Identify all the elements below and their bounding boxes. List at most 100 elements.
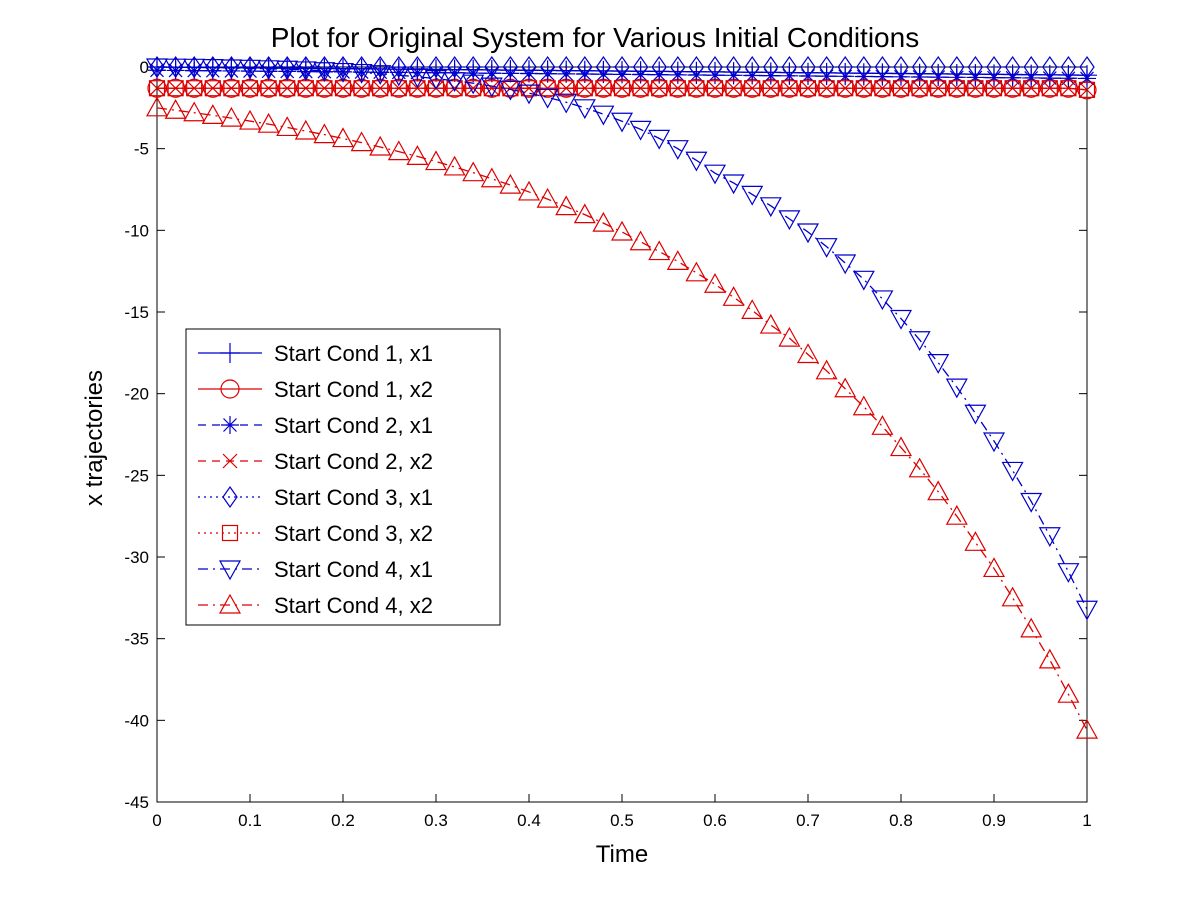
data-point: [986, 80, 1002, 96]
data-point: [558, 55, 574, 79]
data-point: [687, 66, 706, 85]
legend: Start Cond 1, x1 Start Cond 1, x2 Start Co…: [185, 328, 501, 626]
data-point: [852, 270, 875, 291]
data-point: [223, 80, 240, 97]
data-point: [428, 55, 444, 79]
x-tick-label: 0.1: [238, 811, 262, 830]
y-tick-label: -5: [134, 140, 149, 159]
data-point: [223, 80, 239, 96]
data-point: [780, 66, 799, 85]
data-point: [1023, 80, 1039, 96]
data-point: [614, 55, 630, 79]
data-point: [889, 436, 913, 457]
data-point: [183, 58, 206, 79]
data-point: [238, 109, 262, 130]
data-point: [353, 80, 370, 97]
y-tick-label: -10: [124, 221, 149, 240]
data-point: [856, 55, 872, 79]
data-point: [1020, 492, 1043, 513]
data-point: [1078, 69, 1096, 88]
legend-item: Start Cond 1, x1: [198, 341, 433, 366]
data-point: [763, 55, 779, 79]
data-point: [257, 112, 280, 133]
x-tick-label: 0.3: [424, 811, 448, 830]
legend-item: Start Cond 2, x1: [198, 413, 433, 438]
data-point: [818, 80, 835, 97]
data-point: [390, 80, 407, 97]
data-point: [350, 63, 373, 84]
data-point: [610, 220, 634, 241]
data-point: [1004, 55, 1021, 79]
data-point: [238, 59, 262, 80]
x-tick-label: 0.6: [703, 811, 727, 830]
data-point: [908, 457, 931, 478]
data-point: [145, 96, 169, 117]
data-point: [204, 80, 221, 97]
data-point: [724, 66, 743, 85]
x-tick-label: 0: [152, 811, 161, 830]
data-point: [316, 80, 332, 96]
data-point: [668, 65, 687, 84]
data-point: [778, 326, 801, 347]
data-point: [220, 59, 243, 80]
data-point: [837, 55, 853, 79]
data-point: [1060, 55, 1077, 79]
data-point: [555, 195, 578, 216]
data-point: [855, 80, 872, 97]
data-point: [706, 80, 724, 97]
data-point: [741, 299, 764, 319]
data-point: [852, 395, 875, 416]
data-point: [260, 80, 277, 97]
data-point: [279, 80, 295, 96]
data-point: [558, 80, 575, 97]
data-point: [462, 161, 485, 182]
data-point: [443, 155, 466, 176]
series-layer: [145, 55, 1099, 739]
data-point: [874, 80, 891, 97]
y-tick-label: -35: [124, 630, 149, 649]
data-point: [334, 62, 352, 81]
legend-label: Start Cond 2, x2: [274, 449, 433, 474]
data-point: [520, 80, 538, 97]
data-point: [669, 80, 686, 97]
data-point: [406, 145, 429, 165]
data-point: [818, 55, 835, 79]
data-point: [800, 80, 816, 96]
data-point: [799, 80, 817, 97]
data-point: [1079, 82, 1095, 98]
data-point: [871, 290, 894, 311]
data-point: [1040, 69, 1059, 88]
data-point: [1005, 80, 1021, 96]
data-point: [927, 480, 950, 501]
data-point: [353, 55, 370, 79]
data-point: [1057, 682, 1080, 703]
y-tick-label: -15: [124, 303, 149, 322]
series-7: [145, 58, 1099, 621]
legend-label: Start Cond 4, x1: [274, 557, 433, 582]
data-point: [164, 99, 187, 119]
data-point: [592, 211, 615, 232]
data-point: [1042, 55, 1058, 79]
data-point: [391, 55, 407, 79]
data-point: [389, 63, 408, 82]
data-point: [703, 164, 727, 185]
data-point: [703, 272, 727, 293]
data-point: [520, 64, 538, 83]
data-point: [276, 116, 299, 137]
data-point: [945, 504, 968, 525]
data-point: [316, 55, 333, 79]
data-point: [893, 55, 909, 79]
data-point: [945, 378, 968, 399]
x-tick-label: 0.5: [610, 811, 634, 830]
data-point: [761, 66, 780, 85]
data-point: [651, 55, 667, 79]
data-point: [744, 80, 761, 97]
data-point: [967, 80, 984, 97]
series-6: [148, 80, 1096, 98]
y-tick-label: -40: [124, 711, 149, 730]
legend-marker: [218, 560, 242, 581]
data-point: [1060, 80, 1077, 97]
data-point: [465, 80, 482, 97]
data-point: [911, 80, 928, 97]
series-8: [145, 96, 1099, 739]
